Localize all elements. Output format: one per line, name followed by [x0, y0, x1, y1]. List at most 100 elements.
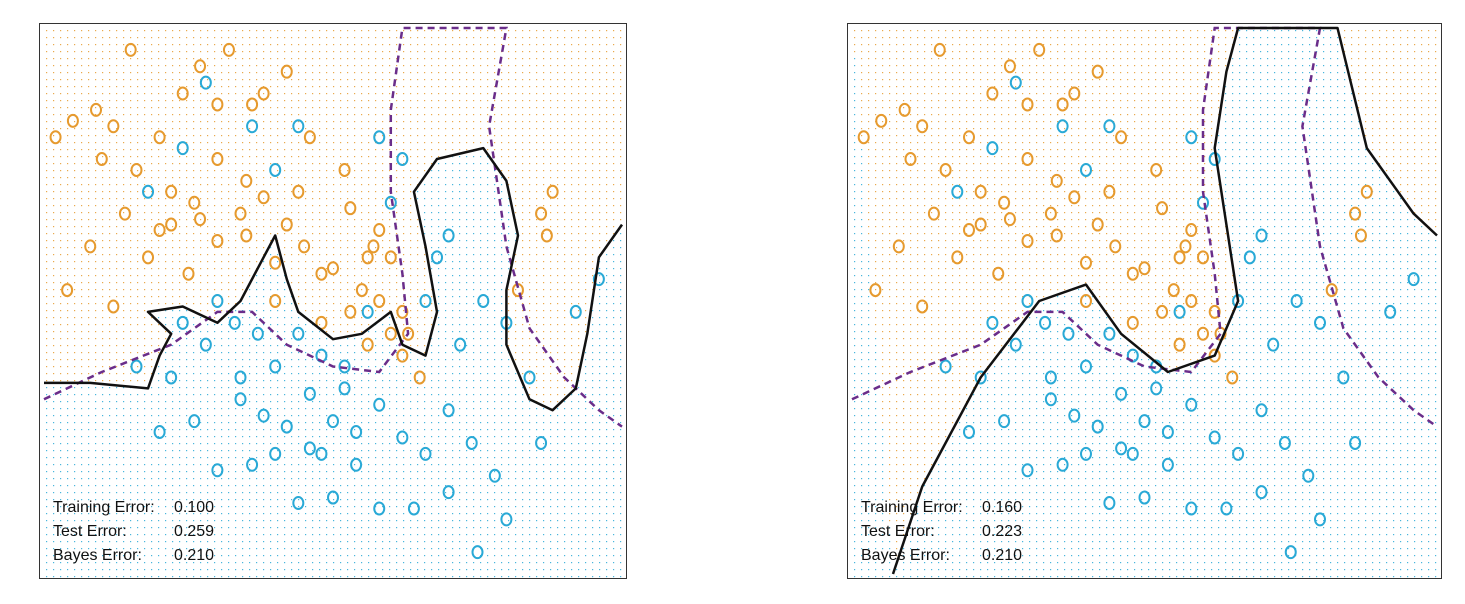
orange-point [124, 42, 137, 57]
blue-point [1091, 419, 1104, 434]
blue-point [939, 359, 952, 374]
blue-point [419, 294, 432, 308]
orange-point [904, 152, 917, 167]
blue-point [454, 337, 467, 352]
orange-point [546, 184, 559, 199]
blue-point [350, 457, 363, 472]
fitted-boundary-line [891, 26, 1438, 575]
blue-point [361, 304, 374, 319]
orange-point [338, 162, 351, 177]
blue-point [1009, 75, 1022, 90]
blue-point [142, 184, 155, 199]
orange-point [1185, 294, 1198, 308]
blue-point [1185, 501, 1198, 516]
orange-point [898, 102, 911, 117]
orange-point [1208, 348, 1221, 363]
orange-point [1156, 304, 1169, 319]
orange-point [182, 266, 195, 281]
orange-point [280, 217, 293, 232]
blue-point [986, 141, 999, 156]
orange-point [1091, 64, 1104, 79]
training-error-value: 0.100 [174, 499, 215, 516]
blue-point [153, 425, 166, 440]
orange-point [1173, 337, 1186, 352]
blue-point [373, 397, 386, 412]
blue-point [998, 414, 1011, 429]
blue-point [269, 162, 282, 177]
blue-point [338, 381, 351, 396]
blue-point [246, 119, 259, 134]
orange-point [992, 266, 1005, 281]
orange-point [107, 299, 120, 314]
blue-point [442, 485, 455, 500]
test-error-label: Test Error: [53, 523, 127, 540]
blue-point [1080, 162, 1092, 177]
blue-point [199, 337, 212, 352]
orange-point [211, 97, 224, 112]
blue-point [442, 403, 455, 418]
blue-point [188, 414, 201, 429]
blue-point [327, 414, 339, 429]
blue-point [269, 446, 282, 461]
orange-point [1150, 162, 1163, 177]
blue-point [396, 430, 409, 445]
orange-point [1044, 206, 1057, 221]
blue-point [1384, 304, 1397, 319]
orange-point [153, 223, 166, 238]
bayes-error-value: 0.210 [982, 547, 1023, 564]
orange-point [1354, 228, 1367, 243]
orange-point [176, 86, 189, 101]
orange-point [1021, 97, 1034, 112]
orange-point [194, 212, 207, 227]
orange-point [402, 326, 415, 341]
blue-point [303, 386, 316, 401]
blue-point [1197, 195, 1209, 210]
orange-point [998, 195, 1011, 210]
orange-point [875, 113, 888, 128]
bayes-boundary-line [851, 26, 1438, 428]
orange-point [355, 283, 368, 298]
blue-point [176, 141, 189, 156]
orange-point [384, 250, 397, 265]
orange-point [240, 228, 253, 243]
blue-point [1337, 370, 1350, 385]
orange-point [66, 113, 79, 128]
error-summary-right: Training Error: 0.160 Test Error: 0.223 … [861, 496, 1022, 568]
decision-boundary-plot-right [851, 26, 1438, 578]
test-error-value: 0.223 [982, 523, 1023, 540]
orange-point [951, 250, 964, 265]
blue-point [407, 501, 420, 516]
blue-point [246, 457, 259, 472]
blue-point [1103, 119, 1116, 134]
blue-point [1115, 441, 1128, 456]
blue-point [986, 315, 999, 330]
orange-point [61, 283, 74, 298]
orange-point [916, 119, 929, 134]
blue-point [292, 326, 305, 341]
orange-point [963, 223, 975, 238]
training-error-row: Training Error: 0.160 [861, 496, 1022, 520]
orange-point [857, 130, 870, 145]
blue-point [1173, 304, 1186, 319]
blue-point [1232, 446, 1245, 461]
orange-point [1138, 261, 1151, 276]
blue-point [1068, 408, 1081, 423]
blue-point [1103, 496, 1116, 511]
orange-point [240, 173, 253, 188]
blue-point [1407, 272, 1420, 287]
orange-point [95, 152, 108, 167]
orange-point [939, 162, 952, 177]
orange-point [933, 42, 946, 57]
orange-point [396, 348, 409, 363]
orange-point [974, 184, 987, 199]
blue-point [500, 512, 513, 527]
orange-point [194, 59, 207, 74]
test-error-row: Test Error: 0.259 [53, 520, 214, 544]
blue-point [211, 463, 224, 478]
orange-point [327, 261, 339, 276]
orange-point [165, 217, 178, 232]
blue-point [1126, 348, 1139, 363]
orange-point [246, 97, 259, 112]
blue-point [1255, 485, 1268, 500]
blue-point [1255, 228, 1268, 243]
